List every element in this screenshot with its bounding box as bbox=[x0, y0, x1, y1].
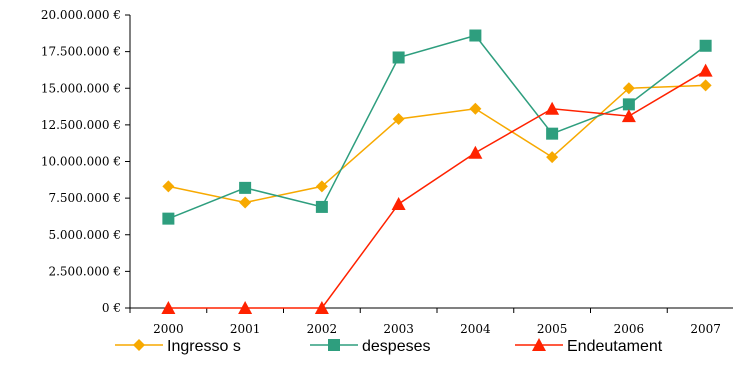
data-point-triangle bbox=[391, 196, 406, 210]
data-point-diamond bbox=[239, 196, 252, 209]
legend-label: despeses bbox=[362, 338, 431, 355]
data-point-diamond bbox=[162, 180, 175, 193]
data-point-triangle bbox=[545, 101, 560, 115]
series-lines bbox=[168, 34, 707, 309]
data-point-square bbox=[469, 29, 482, 42]
data-point-diamond bbox=[546, 151, 559, 164]
x-tick-label: 2000 bbox=[153, 322, 184, 336]
y-tick-label: 12.500.000 € bbox=[41, 118, 121, 132]
legend-marker-square bbox=[328, 339, 340, 351]
x-tick-label: 2007 bbox=[690, 322, 721, 336]
series-line-1 bbox=[168, 34, 707, 220]
data-point-diamond bbox=[469, 102, 482, 115]
data-point-triangle bbox=[161, 301, 176, 314]
y-tick-label: 0 € bbox=[102, 301, 121, 315]
y-tick-label: 2.500.000 € bbox=[48, 264, 121, 278]
data-point-square bbox=[162, 212, 175, 225]
x-axis-ticks: 2000 2001 2002 2003 2004 2005 2006 2007 bbox=[129, 308, 721, 336]
legend-label: Ingresso s bbox=[167, 338, 241, 355]
y-tick-label: 5.000.000 € bbox=[48, 228, 121, 242]
x-tick-label: 2001 bbox=[230, 322, 261, 336]
data-point-triangle bbox=[468, 145, 483, 159]
series-line-2 bbox=[168, 70, 707, 309]
y-axis-ticks: 0 € 2.500.000 € 5.000.000 € 7.500.000 € 10.0… bbox=[41, 8, 130, 315]
data-point-square bbox=[392, 51, 405, 64]
y-tick-label: 17.500.000 € bbox=[41, 45, 121, 59]
x-tick-label: 2002 bbox=[307, 322, 338, 336]
data-point-square bbox=[622, 98, 635, 111]
legend-marker-diamond bbox=[133, 339, 145, 351]
data-point-square bbox=[239, 181, 252, 194]
series-line-0 bbox=[168, 84, 706, 204]
x-tick-label: 2005 bbox=[537, 322, 568, 336]
legend: Ingresso s despeses Endeutament bbox=[115, 338, 663, 355]
data-point-triangle bbox=[238, 301, 253, 314]
x-tick-label: 2006 bbox=[614, 322, 645, 336]
data-point-diamond bbox=[392, 113, 405, 126]
data-point-diamond bbox=[622, 82, 635, 95]
data-point-diamond bbox=[315, 180, 328, 193]
data-point-triangle bbox=[314, 301, 329, 314]
data-point-triangle bbox=[698, 63, 713, 77]
y-tick-label: 20.000.000 € bbox=[41, 8, 121, 22]
data-point-square bbox=[699, 39, 712, 52]
data-point-square bbox=[546, 127, 559, 140]
x-tick-label: 2004 bbox=[460, 322, 491, 336]
legend-marker-triangle bbox=[532, 338, 546, 351]
data-point-square bbox=[315, 200, 328, 213]
y-tick-label: 10.000.000 € bbox=[41, 155, 121, 169]
legend-label: Endeutament bbox=[567, 338, 663, 355]
data-point-triangle bbox=[621, 109, 636, 123]
data-point-diamond bbox=[699, 79, 712, 92]
y-tick-label: 15.000.000 € bbox=[41, 81, 121, 95]
series-markers bbox=[161, 29, 713, 314]
x-tick-label: 2003 bbox=[383, 322, 414, 336]
y-tick-label: 7.500.000 € bbox=[48, 191, 121, 205]
